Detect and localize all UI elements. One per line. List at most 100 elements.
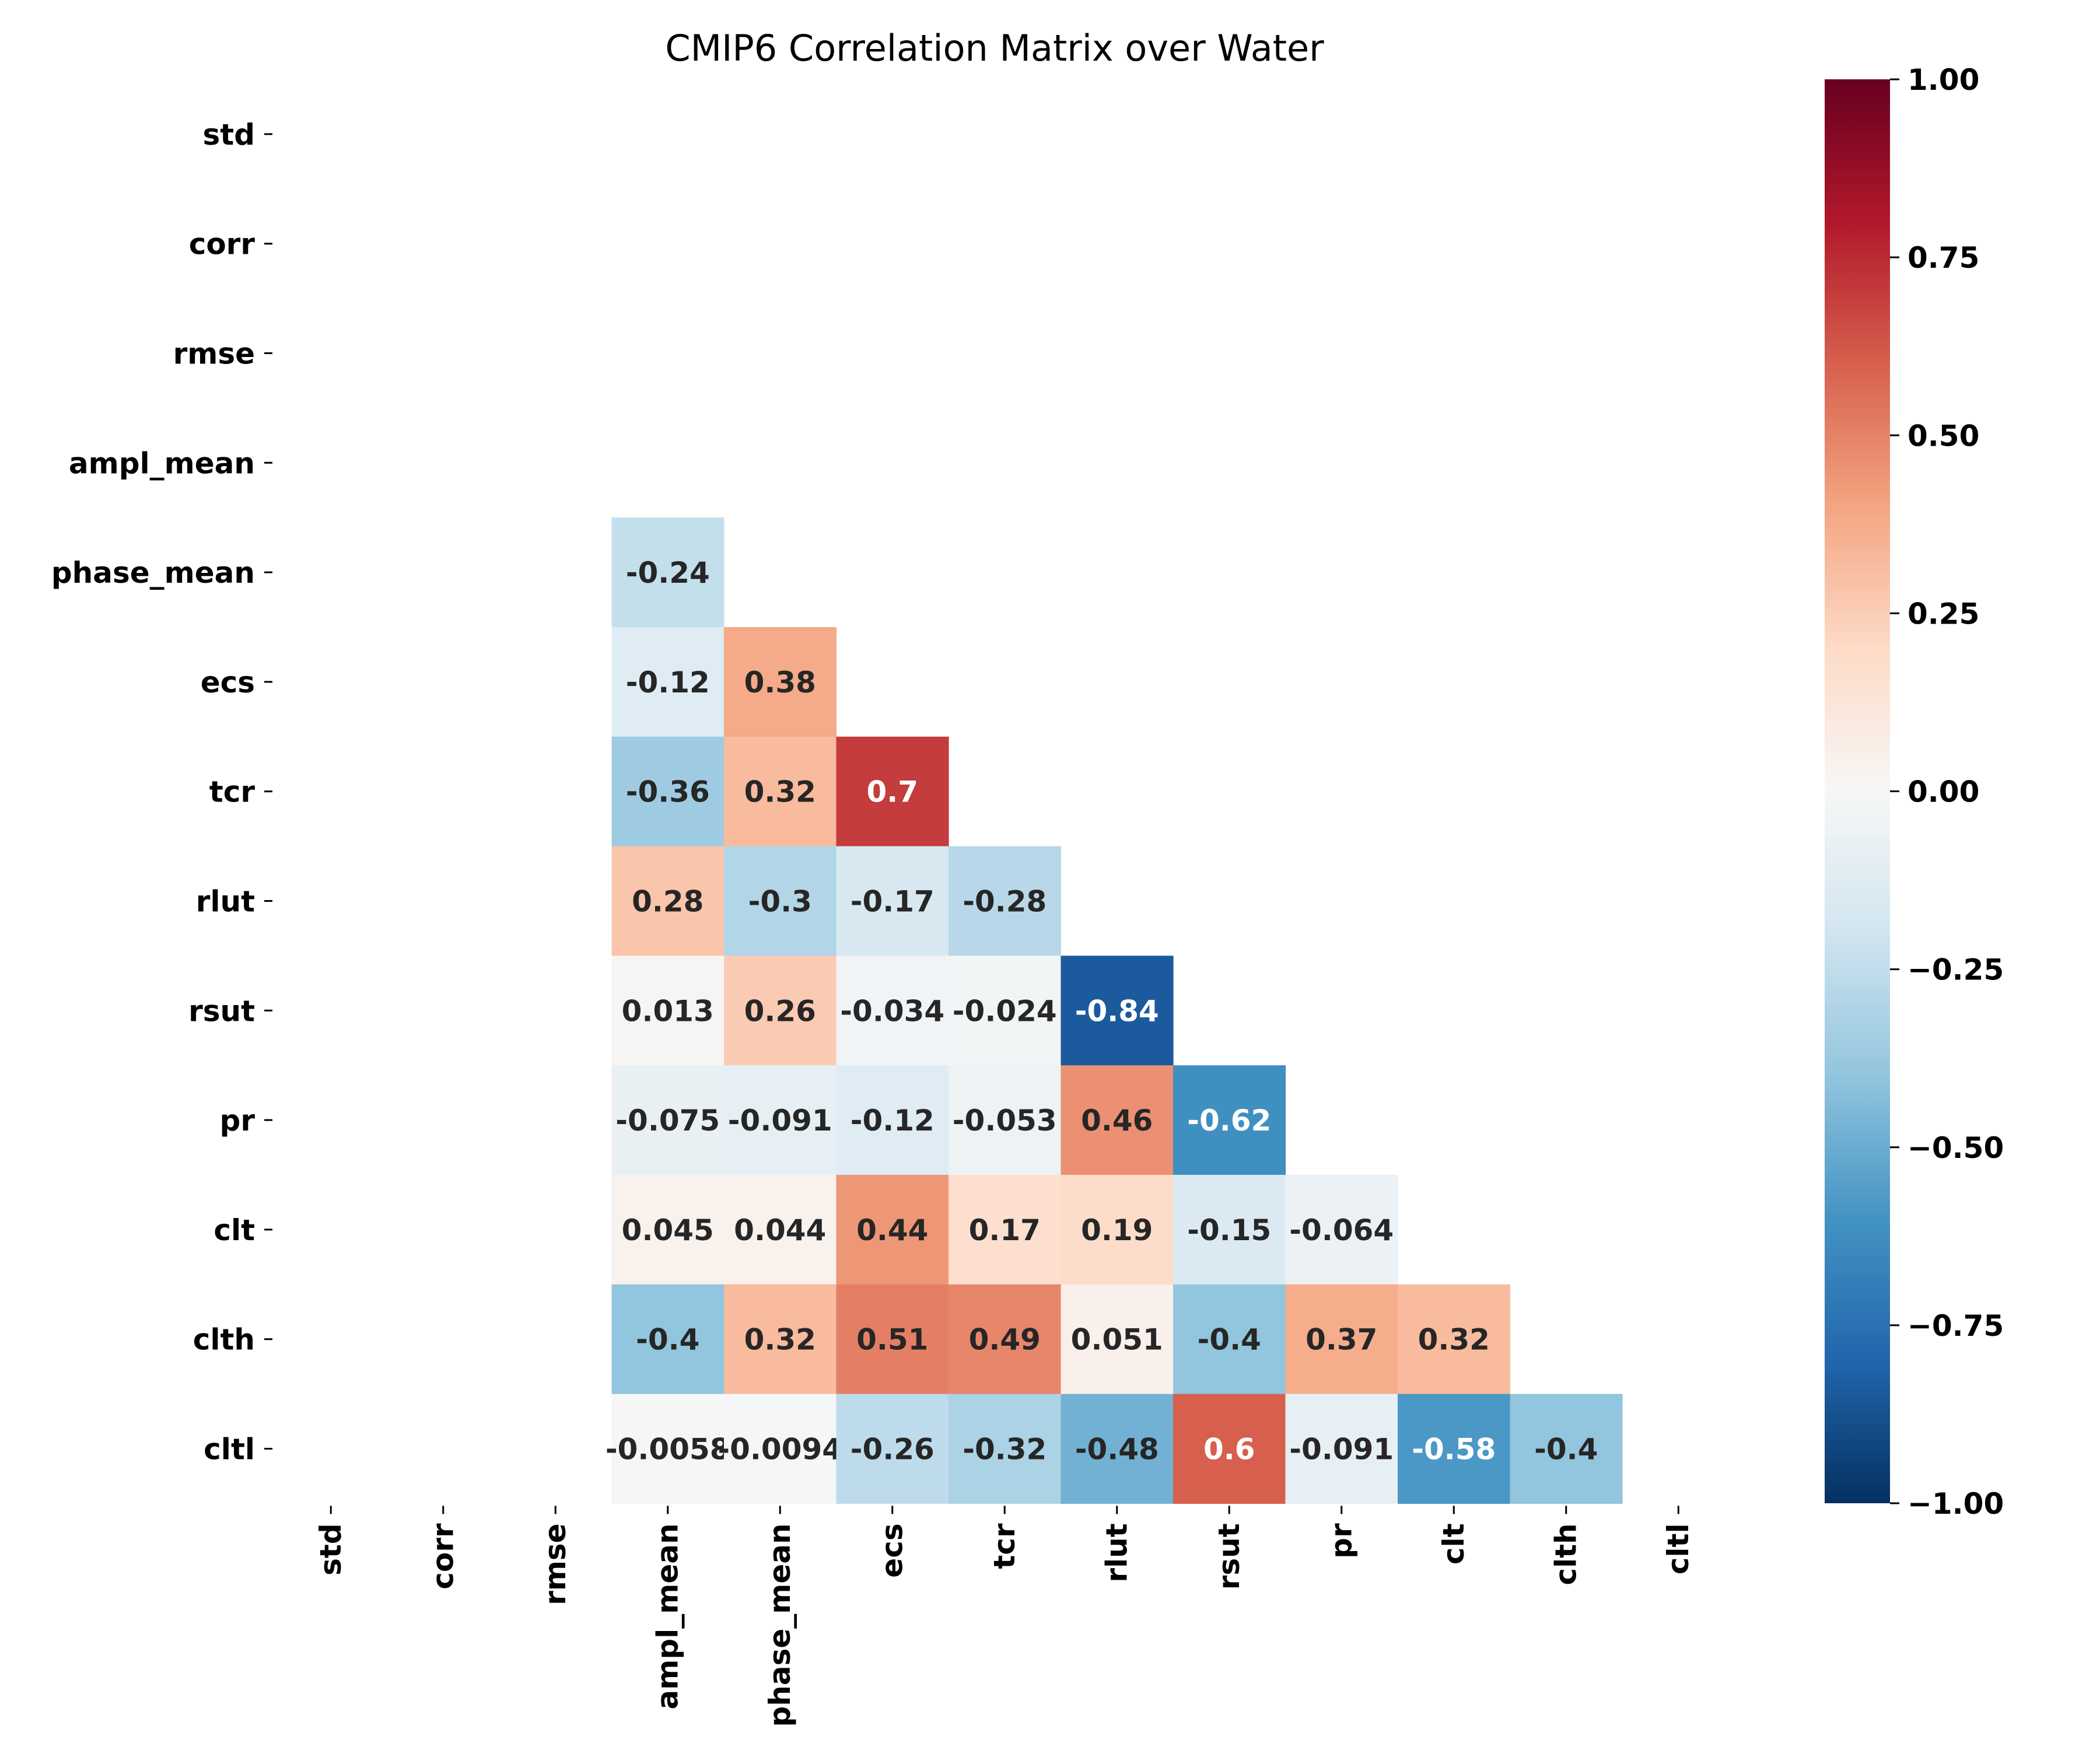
y-tick-label-pr: pr (220, 1104, 256, 1138)
x-tick-label-ampl_mean: ampl_mean (651, 1523, 685, 1709)
colorbar-tick-label-7: −0.75 (1908, 1309, 2004, 1343)
cell-label-ecs-phase_mean: 0.38 (744, 666, 816, 699)
heatmap-cell-phase_mean-ampl_mean (611, 517, 724, 628)
colorbar-tick-label-3: 0.25 (1908, 597, 1979, 631)
heatmap-cell-tcr-phase_mean (724, 736, 837, 847)
cell-label-cltl-ecs: -0.26 (850, 1433, 935, 1466)
heatmap-cell-cltl-tcr (949, 1394, 1062, 1504)
cell-label-pr-rsut: -0.62 (1187, 1104, 1271, 1138)
cell-label-clth-pr: 0.37 (1306, 1323, 1377, 1357)
heatmap-cell-rlut-ecs (836, 846, 949, 956)
heatmap-cell-cltl-clth (1510, 1394, 1623, 1504)
cell-label-clth-clt: 0.32 (1418, 1323, 1490, 1357)
x-tick-label-std: std (314, 1523, 348, 1575)
cell-label-clt-rlut: 0.19 (1081, 1213, 1153, 1247)
cell-label-clt-pr: -0.064 (1289, 1213, 1394, 1247)
cell-label-pr-ecs: -0.12 (850, 1104, 935, 1138)
y-tick-label-rsut: rsut (188, 994, 255, 1028)
cell-label-clth-tcr: 0.49 (969, 1323, 1041, 1357)
x-tick-label-pr: pr (1325, 1523, 1359, 1559)
cell-label-rsut-rlut: -0.84 (1075, 994, 1159, 1028)
cell-label-tcr-ampl_mean: -0.36 (626, 775, 710, 809)
cell-label-pr-phase_mean: -0.091 (728, 1104, 832, 1138)
x-axis: std corr rmse ampl_mean phase_mean ecs tcr rlut… (314, 1506, 1695, 1727)
y-tick-label-cltl: cltl (204, 1433, 255, 1466)
heatmap-cell-clth-rlut (1060, 1284, 1174, 1395)
heatmap-cells: -0.24-0.12 0.38-0.36 0.32 0.70.28 -0.3 -0.17-… (606, 517, 1623, 1504)
heatmap-cell-cltl-rlut (1060, 1394, 1174, 1504)
heatmap-cell-pr-ecs (836, 1065, 949, 1175)
heatmap-cell-clth-tcr (949, 1284, 1062, 1395)
cell-label-rsut-tcr: -0.024 (953, 994, 1057, 1028)
heatmap-cell-ecs-ampl_mean (611, 627, 724, 737)
cell-label-ecs-ampl_mean: -0.12 (626, 666, 710, 699)
heatmap-cell-rsut-tcr (949, 956, 1062, 1066)
x-tick-label-corr: corr (426, 1523, 460, 1590)
heatmap-cell-clth-phase_mean (724, 1284, 837, 1395)
heatmap-cell-cltl-rsut (1173, 1394, 1286, 1504)
cell-label-cltl-ampl_mean: -0.0058 (606, 1433, 730, 1466)
heatmap-cell-clt-ampl_mean (611, 1175, 724, 1285)
cell-label-clth-rsut: -0.4 (1198, 1323, 1261, 1357)
cell-label-clt-ecs: 0.44 (856, 1213, 928, 1247)
x-tick-label-clth: clth (1549, 1523, 1583, 1585)
heatmap-cell-rlut-phase_mean (724, 846, 837, 956)
cell-label-clt-rsut: -0.15 (1187, 1213, 1271, 1247)
heatmap-cell-clt-tcr (949, 1175, 1062, 1285)
heatmap-cell-tcr-ecs (836, 736, 949, 847)
colorbar: 1.00 0.75 0.50 0.25 0.00 −0.25 −0.50 −0.75 −1.00 (1825, 63, 2004, 1521)
heatmap-cell-cltl-ampl_mean (611, 1394, 724, 1504)
heatmap-cell-clt-rsut (1173, 1175, 1286, 1285)
chart-title: CMIP6 Correlation Matrix over Water (665, 27, 1324, 69)
cell-label-tcr-ecs: 0.7 (866, 775, 918, 809)
heatmap-cell-clth-ampl_mean (611, 1284, 724, 1395)
heatmap-cell-clth-ecs (836, 1284, 949, 1395)
colorbar-tick-label-1: 0.75 (1908, 241, 1979, 275)
cell-label-pr-ampl_mean: -0.075 (615, 1104, 720, 1138)
heatmap-cell-tcr-ampl_mean (611, 736, 724, 847)
heatmap-cell-pr-tcr (949, 1065, 1062, 1175)
x-tick-label-cltl: cltl (1661, 1523, 1695, 1574)
cell-label-clt-tcr: 0.17 (969, 1213, 1041, 1247)
y-tick-label-std: std (203, 118, 255, 152)
x-tick-label-rlut: rlut (1100, 1523, 1134, 1582)
cell-label-rsut-ecs: -0.034 (840, 994, 944, 1028)
colorbar-gradient (1825, 79, 1890, 1503)
heatmap-cell-clth-clt (1398, 1284, 1511, 1395)
x-tick-label-ecs: ecs (876, 1523, 909, 1577)
heatmap-cell-clt-rlut (1060, 1175, 1174, 1285)
cell-label-cltl-tcr: -0.32 (963, 1433, 1046, 1466)
cell-label-clth-ecs: 0.51 (856, 1323, 928, 1357)
y-tick-label-clth: clth (193, 1323, 255, 1357)
heatmap-cell-rsut-phase_mean (724, 956, 837, 1066)
heatmap-cell-cltl-pr (1285, 1394, 1398, 1504)
heatmap-cell-cltl-ecs (836, 1394, 949, 1504)
heatmap-cell-pr-ampl_mean (611, 1065, 724, 1175)
y-tick-label-corr: corr (189, 228, 256, 261)
colorbar-tick-label-2: 0.50 (1908, 419, 1979, 453)
cell-label-clt-ampl_mean: 0.045 (622, 1213, 714, 1247)
colorbar-ticks: 1.00 0.75 0.50 0.25 0.00 −0.25 −0.50 −0.75 −1.00 (1890, 63, 2004, 1521)
cell-label-rlut-ampl_mean: 0.28 (632, 885, 704, 919)
cell-label-clth-rlut: 0.051 (1071, 1323, 1163, 1357)
cell-label-pr-rlut: 0.46 (1081, 1104, 1153, 1138)
cell-label-rsut-phase_mean: 0.26 (744, 994, 816, 1028)
colorbar-tick-label-4: 0.00 (1908, 775, 1979, 809)
y-tick-label-rlut: rlut (196, 885, 255, 919)
heatmap-cell-clt-pr (1285, 1175, 1398, 1285)
heatmap-cell-pr-rlut (1060, 1065, 1174, 1175)
cell-label-rsut-ampl_mean: 0.013 (622, 994, 714, 1028)
heatmap-cell-rlut-ampl_mean (611, 846, 724, 956)
heatmap-cell-ecs-phase_mean (724, 627, 837, 737)
y-tick-label-tcr: tcr (209, 775, 256, 809)
cell-label-rlut-ecs: -0.17 (850, 885, 935, 919)
colorbar-tick-label-0: 1.00 (1908, 63, 1979, 97)
cell-label-rlut-tcr: -0.28 (963, 885, 1046, 919)
heatmap-cell-pr-rsut (1173, 1065, 1286, 1175)
heatmap-cell-clt-ecs (836, 1175, 949, 1285)
cell-label-pr-tcr: -0.053 (953, 1104, 1057, 1138)
cell-label-cltl-phase_mean: -0.0094 (718, 1433, 842, 1466)
heatmap-cell-rsut-ampl_mean (611, 956, 724, 1066)
